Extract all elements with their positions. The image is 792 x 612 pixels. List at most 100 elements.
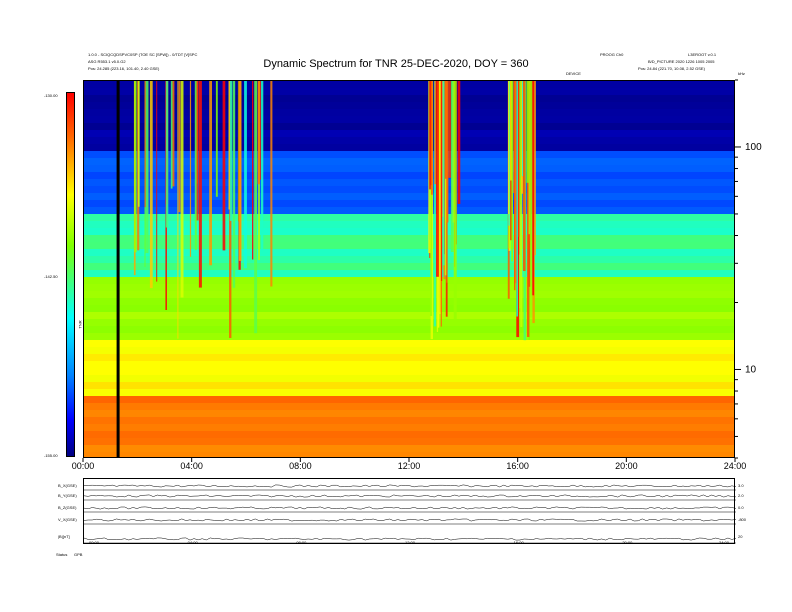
spectrogram-band bbox=[84, 326, 734, 334]
timeseries-trace bbox=[83, 506, 737, 510]
burst-streak bbox=[437, 81, 441, 314]
timeseries-trace bbox=[83, 518, 737, 522]
colorbar-tick-label: -142.50 bbox=[44, 274, 58, 279]
spectrogram-panel bbox=[83, 80, 735, 458]
timeseries-x-tick-label: 12:00 bbox=[405, 540, 416, 545]
timeseries-x-tick-label: 00:00 bbox=[89, 540, 100, 545]
spectrogram-band bbox=[84, 424, 734, 432]
colorbar bbox=[66, 92, 75, 457]
spectrogram-band bbox=[84, 375, 734, 383]
timeseries-trace bbox=[83, 494, 737, 498]
spectrogram-band bbox=[84, 333, 734, 341]
burst-streak bbox=[259, 81, 261, 180]
spectrogram-band bbox=[84, 277, 734, 285]
timeseries-trace bbox=[83, 484, 737, 488]
spectrogram-band bbox=[84, 221, 734, 229]
spectrogram-band bbox=[84, 95, 734, 103]
burst-streak bbox=[252, 81, 254, 260]
spectrogram-band bbox=[84, 389, 734, 397]
data-gap-line bbox=[116, 81, 120, 457]
spectrogram-band bbox=[84, 165, 734, 173]
timeseries-label: B_X(GSE) bbox=[58, 483, 77, 488]
burst-streak bbox=[144, 81, 146, 208]
timeseries-x-tick-label: 24:00 bbox=[719, 540, 730, 545]
burst-streak bbox=[244, 81, 247, 269]
timeseries-label: V_X(GSE) bbox=[58, 517, 77, 522]
burst-streak bbox=[446, 81, 448, 283]
x-tick-label: 00:00 bbox=[72, 461, 95, 471]
burst-streak bbox=[137, 81, 140, 207]
spectrogram-band bbox=[84, 312, 734, 320]
timeseries-plot: 00:00 04:00 08:00 12:00 16:00 20:00 24:00 bbox=[83, 484, 737, 545]
burst-streak bbox=[441, 81, 443, 281]
burst-streak bbox=[178, 81, 181, 213]
spectrogram-band bbox=[84, 396, 734, 404]
burst-streak bbox=[521, 81, 524, 177]
spectrogram-band bbox=[84, 452, 734, 457]
timeseries-right-label: 0.0 bbox=[738, 505, 744, 510]
burst-streak bbox=[238, 81, 242, 261]
burst-streak bbox=[531, 81, 535, 296]
spectrogram-band bbox=[84, 263, 734, 271]
burst-streak bbox=[528, 81, 530, 235]
spectrogram-band bbox=[84, 242, 734, 250]
spectrogram-band bbox=[84, 81, 734, 89]
spectrogram-band bbox=[84, 249, 734, 257]
burst-streak bbox=[527, 81, 530, 337]
x-tick-label: 24:00 bbox=[724, 461, 747, 471]
y-tick-label: 10 bbox=[745, 364, 757, 375]
timeseries-right-label: 20 bbox=[738, 534, 743, 539]
burst-streak bbox=[442, 81, 445, 266]
timeseries-label: |B|[nT] bbox=[58, 534, 70, 539]
timeseries-right-label: -800 bbox=[738, 517, 747, 522]
burst-streak bbox=[149, 81, 153, 289]
header-right-line-3: B/D_PICTURE 2020 1226 1005 2005 bbox=[648, 59, 715, 64]
spectrogram-plot bbox=[84, 81, 734, 457]
spectrogram-band bbox=[84, 207, 734, 215]
burst-streak bbox=[165, 81, 169, 228]
burst-streak bbox=[257, 81, 260, 185]
burst-streak bbox=[514, 81, 517, 284]
spectrogram-band bbox=[84, 186, 734, 194]
burst-streak bbox=[518, 81, 521, 205]
spectrogram-band bbox=[84, 417, 734, 425]
spectrogram-band bbox=[84, 431, 734, 439]
spectrogram-band bbox=[84, 200, 734, 208]
burst-streak bbox=[209, 81, 212, 266]
burst-streak bbox=[448, 81, 451, 178]
burst-streak bbox=[434, 81, 436, 185]
burst-streak bbox=[222, 81, 226, 251]
header-unit-small: kHz bbox=[738, 71, 745, 76]
timeseries-right-label: 2.0 bbox=[738, 493, 744, 498]
spectrogram-band bbox=[84, 270, 734, 278]
burst-streak bbox=[529, 81, 533, 318]
burst-streak bbox=[514, 81, 516, 291]
burst-streak bbox=[431, 81, 433, 195]
spectrogram-band bbox=[84, 116, 734, 124]
burst-streak bbox=[430, 81, 433, 316]
spectrogram-band bbox=[84, 368, 734, 376]
header-left-line-3: Pos: 24.285 (223.16, 101.40, 2.40 GSE) bbox=[88, 66, 160, 71]
spectrogram-band bbox=[84, 179, 734, 187]
timeseries-x-tick-label: 04:00 bbox=[188, 540, 199, 545]
header-right-line-1: PROOG Ch0 bbox=[600, 52, 624, 57]
burst-streak bbox=[170, 81, 173, 189]
spectrogram-band bbox=[84, 284, 734, 292]
burst-streak bbox=[457, 81, 461, 204]
burst-streak bbox=[232, 81, 236, 288]
burst-streak bbox=[508, 81, 510, 215]
x-tick-label: 04:00 bbox=[180, 461, 203, 471]
spectrogram-band bbox=[84, 291, 734, 299]
burst-streak bbox=[215, 81, 218, 197]
burst-streak bbox=[156, 81, 158, 282]
burst-streak bbox=[180, 81, 184, 298]
burst-streak bbox=[429, 81, 431, 190]
spectrogram-band bbox=[84, 319, 734, 327]
burst-streak bbox=[520, 81, 523, 327]
spectrogram-band bbox=[84, 235, 734, 243]
burst-streak bbox=[534, 81, 536, 256]
header-right-line-2: L3EROOT v.0.1 bbox=[688, 52, 717, 57]
spectrogram-band bbox=[84, 354, 734, 362]
spectrogram-band bbox=[84, 445, 734, 453]
